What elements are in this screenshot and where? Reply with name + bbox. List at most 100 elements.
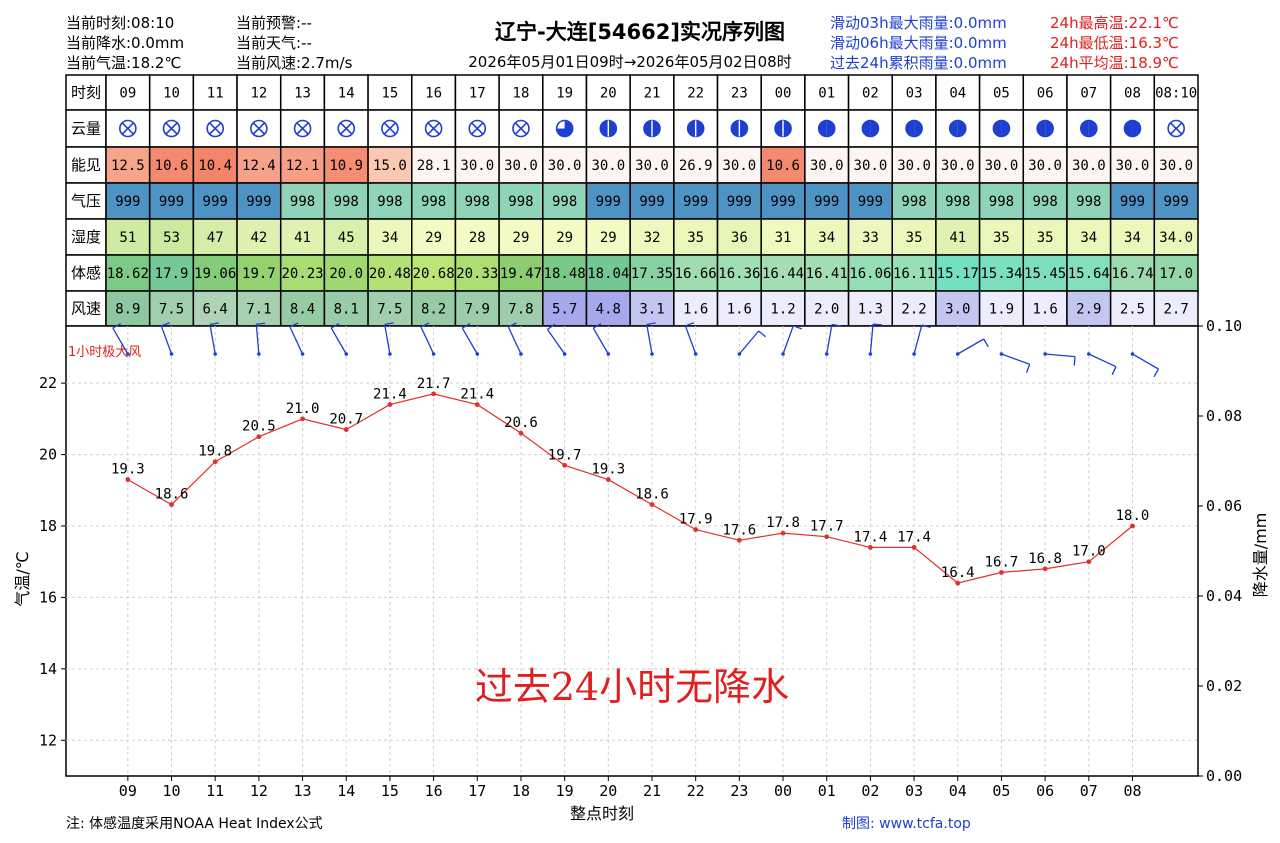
temperature-label: 21.4 [460,387,494,403]
cloud-half-fill [870,120,879,137]
humidity-cell [891,218,937,256]
time-cell [891,74,937,111]
wind-barb-base [693,352,698,356]
humidity-value: 33 [862,230,879,246]
x-tick-label: 07 [1080,782,1098,800]
time-value: 20 [600,86,617,102]
temperature-line [127,393,1133,584]
wind-speed-value: 1.6 [1032,302,1057,318]
cloud-cross-line [121,122,135,135]
wind-barb-staff [869,324,874,355]
wind-barb-staff [112,327,129,355]
temperature-point [474,402,480,407]
pressure-value: 998 [421,194,446,210]
time-cell [542,74,588,111]
time-cell [498,74,544,111]
feels-like-value: 19.06 [194,266,236,282]
wind-barb-flag [508,322,517,328]
wind-barb-staff [384,324,391,355]
wind-barb-flag [758,330,766,338]
wind-speed-cell [1066,290,1112,327]
wind-barb-flag [685,322,695,327]
wind-barb-base [999,352,1004,356]
pressure-cell [367,182,413,220]
wind-speed-value: 2.9 [1076,302,1101,318]
visibility-value: 15.0 [373,158,407,174]
wind-barb-base [213,352,217,356]
temperature-point [343,427,349,432]
cloud-half-fill [826,120,835,137]
wind-speed-value: 8.1 [334,302,359,318]
visibility-cell [716,146,762,184]
visibility-cell [935,146,981,184]
wind-barb-staff [782,325,794,355]
cloud-half-fill [1045,120,1054,137]
chart-subtitle: 2026年05月01日09时→2026年05月02日08时 [468,53,792,71]
temperature-point [125,477,131,482]
humidity-value: 36 [731,230,748,246]
time-value: 08 [1124,86,1141,102]
wind-barb-base [562,352,567,356]
visibility-value: 30.0 [985,158,1019,174]
x-tick-label: 02 [861,782,879,800]
pressure-value: 999 [770,194,795,210]
wind-speed-cell [760,290,806,327]
temperature-label: 21.0 [286,401,320,417]
humidity-value: 32 [644,230,661,246]
wind-barb-base [1130,352,1135,356]
wind-speed-value: 6.4 [203,302,228,318]
wind-barb-staff [461,327,478,355]
visibility-cell [498,146,544,184]
humidity-value: 29 [513,230,530,246]
humidity-value: 53 [163,230,180,246]
visibility-value: 30.0 [548,158,582,174]
wind-barb-base [1087,352,1091,356]
time-value: 07 [1080,86,1097,102]
humidity-value: 29 [556,230,573,246]
x-tick-label: 10 [162,782,180,800]
temperature-point [824,534,830,540]
wind-barb-base [955,352,960,356]
wind-barb-base [650,352,654,356]
temperature-label: 18.6 [155,487,189,503]
temperature-point [999,570,1004,575]
pressure-cell [454,182,500,220]
y2-tick-label: 0.08 [1206,407,1242,425]
pressure-value: 999 [159,194,184,210]
feels-like-value: 15.17 [937,266,979,282]
wind-barb-staff [160,325,173,355]
cloud-half-fill [1132,120,1141,137]
temperature-label: 19.3 [591,462,625,478]
wind-speed-value: 2.7 [1164,302,1189,318]
humidity-value: 47 [207,230,224,246]
y2-tick-label: 0.04 [1206,587,1242,605]
temperature-label: 17.4 [854,529,888,545]
feels-like-value: 15.45 [1024,266,1066,282]
wind-speed-value: 3.0 [945,302,970,318]
wind-barb-flag [872,323,883,326]
row-label: 风速 [71,300,101,318]
feels-like-value: 17.35 [631,266,673,282]
pressure-value: 998 [901,194,926,210]
time-value: 04 [949,86,966,102]
temperature-point [780,530,786,536]
wind-speed-value: 8.2 [421,302,446,318]
humidity-value: 34 [818,230,835,246]
feels-like-cell [891,254,937,292]
pressure-value: 998 [508,194,533,210]
time-value: 15 [381,86,398,102]
time-cell [148,74,195,111]
pressure-value: 999 [727,194,752,210]
wind-barb-flag [420,322,430,328]
wind-barb-base [912,352,916,356]
wind-barb-staff [289,326,304,355]
footer-credit[interactable]: 制图: www.tcfa.top [842,816,971,832]
temperature-label: 17.8 [766,515,800,531]
y-tick-label: 20 [39,446,57,464]
visibility-value: 10.4 [198,158,232,174]
temperature-point [300,416,305,422]
time-value: 09 [119,86,136,102]
time-value: 22 [687,86,704,102]
visibility-value: 12.5 [111,158,145,174]
x-tick-label: 21 [643,782,661,800]
